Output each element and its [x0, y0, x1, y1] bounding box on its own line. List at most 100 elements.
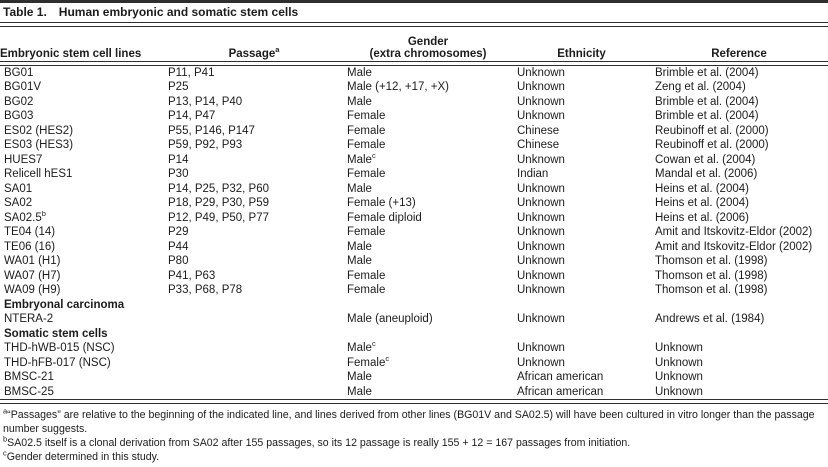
cell: Male — [347, 182, 372, 195]
cell: Female (+13) — [347, 197, 416, 209]
cell: SA01 — [4, 182, 33, 195]
cell: Zeng et al. (2004) — [655, 81, 746, 93]
cell: Female — [347, 110, 386, 122]
cell: Amit and Itskovitz-Eldor (2002) — [655, 240, 813, 253]
col-header-ethnicity: Ethnicity — [557, 48, 606, 60]
cell: BMSC-21 — [4, 371, 54, 383]
cell: Female — [347, 269, 386, 282]
table-row: SA02.5b P12, P49, P50, P77 Female diploid U… — [0, 211, 828, 226]
stem-cell-table: Embryonic stem cell lines Passagea Gende… — [0, 27, 828, 61]
cell — [343, 327, 513, 342]
cell: ES03 (HES3) — [4, 139, 74, 151]
cell: Relicell hES1 — [4, 168, 73, 180]
cell: BG02 — [4, 95, 34, 108]
table-body: BG01 P11, P41 Male Unknown Brimble et al. (2… — [0, 66, 828, 400]
cell: Male (aneuploid) — [347, 313, 433, 325]
cell: NTERA-2 — [4, 313, 54, 325]
cell: Male — [347, 385, 372, 398]
table-row: ES03 (HES3) P59, P92, P93 Female Chinese Reu… — [0, 138, 828, 153]
top-rule — [0, 0, 828, 3]
cell: Female — [347, 168, 386, 180]
cell: Embryonal carcinoma — [4, 298, 125, 311]
cell: P44 — [168, 240, 189, 253]
table-row: BG01V P25 Male (+12, +17, +X) Unknown Zeng e… — [0, 80, 828, 95]
footnotes: a“Passages” are relative to the beginnin… — [0, 404, 828, 464]
cell: SA02.5b — [4, 210, 46, 224]
cell: Unknown — [655, 342, 703, 354]
cell: Unknown — [517, 182, 565, 195]
cell: Unknown — [517, 81, 565, 93]
cell — [650, 298, 828, 313]
cell: Chinese — [517, 124, 560, 137]
cell: P11, P41 — [168, 66, 215, 79]
cell: Unknown — [517, 211, 565, 224]
cell: P59, P92, P93 — [168, 139, 243, 151]
cell — [165, 298, 343, 313]
col-header-gender: Gender (extra chromosomes) — [369, 35, 487, 61]
cell: Amit and Itskovitz-Eldor (2002) — [655, 226, 813, 238]
table-title: Table 1. Human embryonic and somatic stem… — [0, 3, 828, 22]
cell: P25 — [168, 81, 189, 93]
cell: SA02 — [4, 197, 33, 209]
cell: Female — [347, 139, 386, 151]
cell — [165, 341, 343, 356]
cell: Unknown — [517, 110, 565, 122]
cell: Unknown — [517, 356, 565, 369]
footnote-b: bSA02.5 itself is a clonal derivation fr… — [3, 434, 826, 450]
footnote-a-marker: a — [3, 406, 8, 416]
cell: BG03 — [4, 110, 34, 122]
rule-below-title — [0, 21, 828, 27]
cell: Female diploid — [347, 211, 422, 224]
rule-below-header — [0, 60, 828, 66]
cell: P29 — [168, 226, 189, 238]
cell — [165, 385, 343, 400]
table-row: SA01 P14, P25, P32, P60 Male Unknown Heins e… — [0, 182, 828, 197]
cell: Unknown — [655, 385, 703, 398]
cell: Malec — [347, 152, 376, 166]
table-title-text: Human embryonic and somatic stem cells — [58, 4, 299, 19]
footnote-c-text: Gender determined in this study. — [6, 451, 160, 463]
rule-above-footnotes — [0, 399, 828, 404]
stem-cell-table-body: BG01 P11, P41 Male Unknown Brimble et al. (2… — [0, 66, 828, 400]
cell: BG01V — [4, 81, 42, 93]
cell: Unknown — [655, 371, 703, 383]
table-row: BG02 P13, P14, P40 Male Unknown Brimble et a… — [0, 95, 828, 110]
cell: THD-hFB-017 (NSC) — [4, 356, 111, 369]
footnote-b-text: SA02.5 itself is a clonal derivation fro… — [7, 437, 631, 449]
table-row: BMSC-21 Male African american Unknown — [0, 370, 828, 385]
cell: Unknown — [517, 66, 565, 79]
cell: Unknown — [517, 313, 565, 325]
section-row: Somatic stem cells — [0, 327, 828, 342]
cell: WA09 (H9) — [4, 284, 61, 296]
cell: BG01 — [4, 66, 34, 79]
cell: TE06 (16) — [4, 240, 56, 253]
cell — [165, 327, 343, 342]
cell: Male — [347, 371, 372, 383]
cell — [513, 298, 650, 313]
cell: P14 — [168, 153, 189, 166]
cell: Heins et al. (2004) — [655, 197, 749, 209]
table-number-label: Table 1. — [3, 4, 47, 19]
cell: Thomson et al. (1998) — [655, 255, 768, 267]
footnote-marker-b: b — [41, 210, 46, 218]
cell — [165, 356, 343, 371]
cell: P33, P68, P78 — [168, 284, 243, 296]
table-row: WA09 (H9) P33, P68, P78 Female Unknown Thoms… — [0, 283, 828, 298]
footnote-c: cGender determined in this study. — [3, 448, 826, 464]
cell: Unknown — [517, 95, 565, 108]
table-row: THD-hFB-017 (NSC) Femalec Unknown Unknown — [0, 356, 828, 371]
cell — [165, 370, 343, 385]
cell: Male — [347, 95, 372, 108]
footnote-marker-c: c — [371, 341, 376, 349]
cell: WA07 (H7) — [4, 269, 61, 282]
cell: Chinese — [517, 139, 560, 151]
cell: Heins et al. (2006) — [655, 211, 749, 224]
footnote-c-marker: c — [3, 448, 7, 458]
footnote-b-marker: b — [3, 434, 8, 444]
cell: Female — [347, 124, 386, 137]
cell: Unknown — [517, 240, 565, 253]
footnote-marker-a: a — [275, 45, 280, 55]
cell: Malec — [347, 341, 376, 354]
table-row: BMSC-25 Male African american Unknown — [0, 385, 828, 400]
